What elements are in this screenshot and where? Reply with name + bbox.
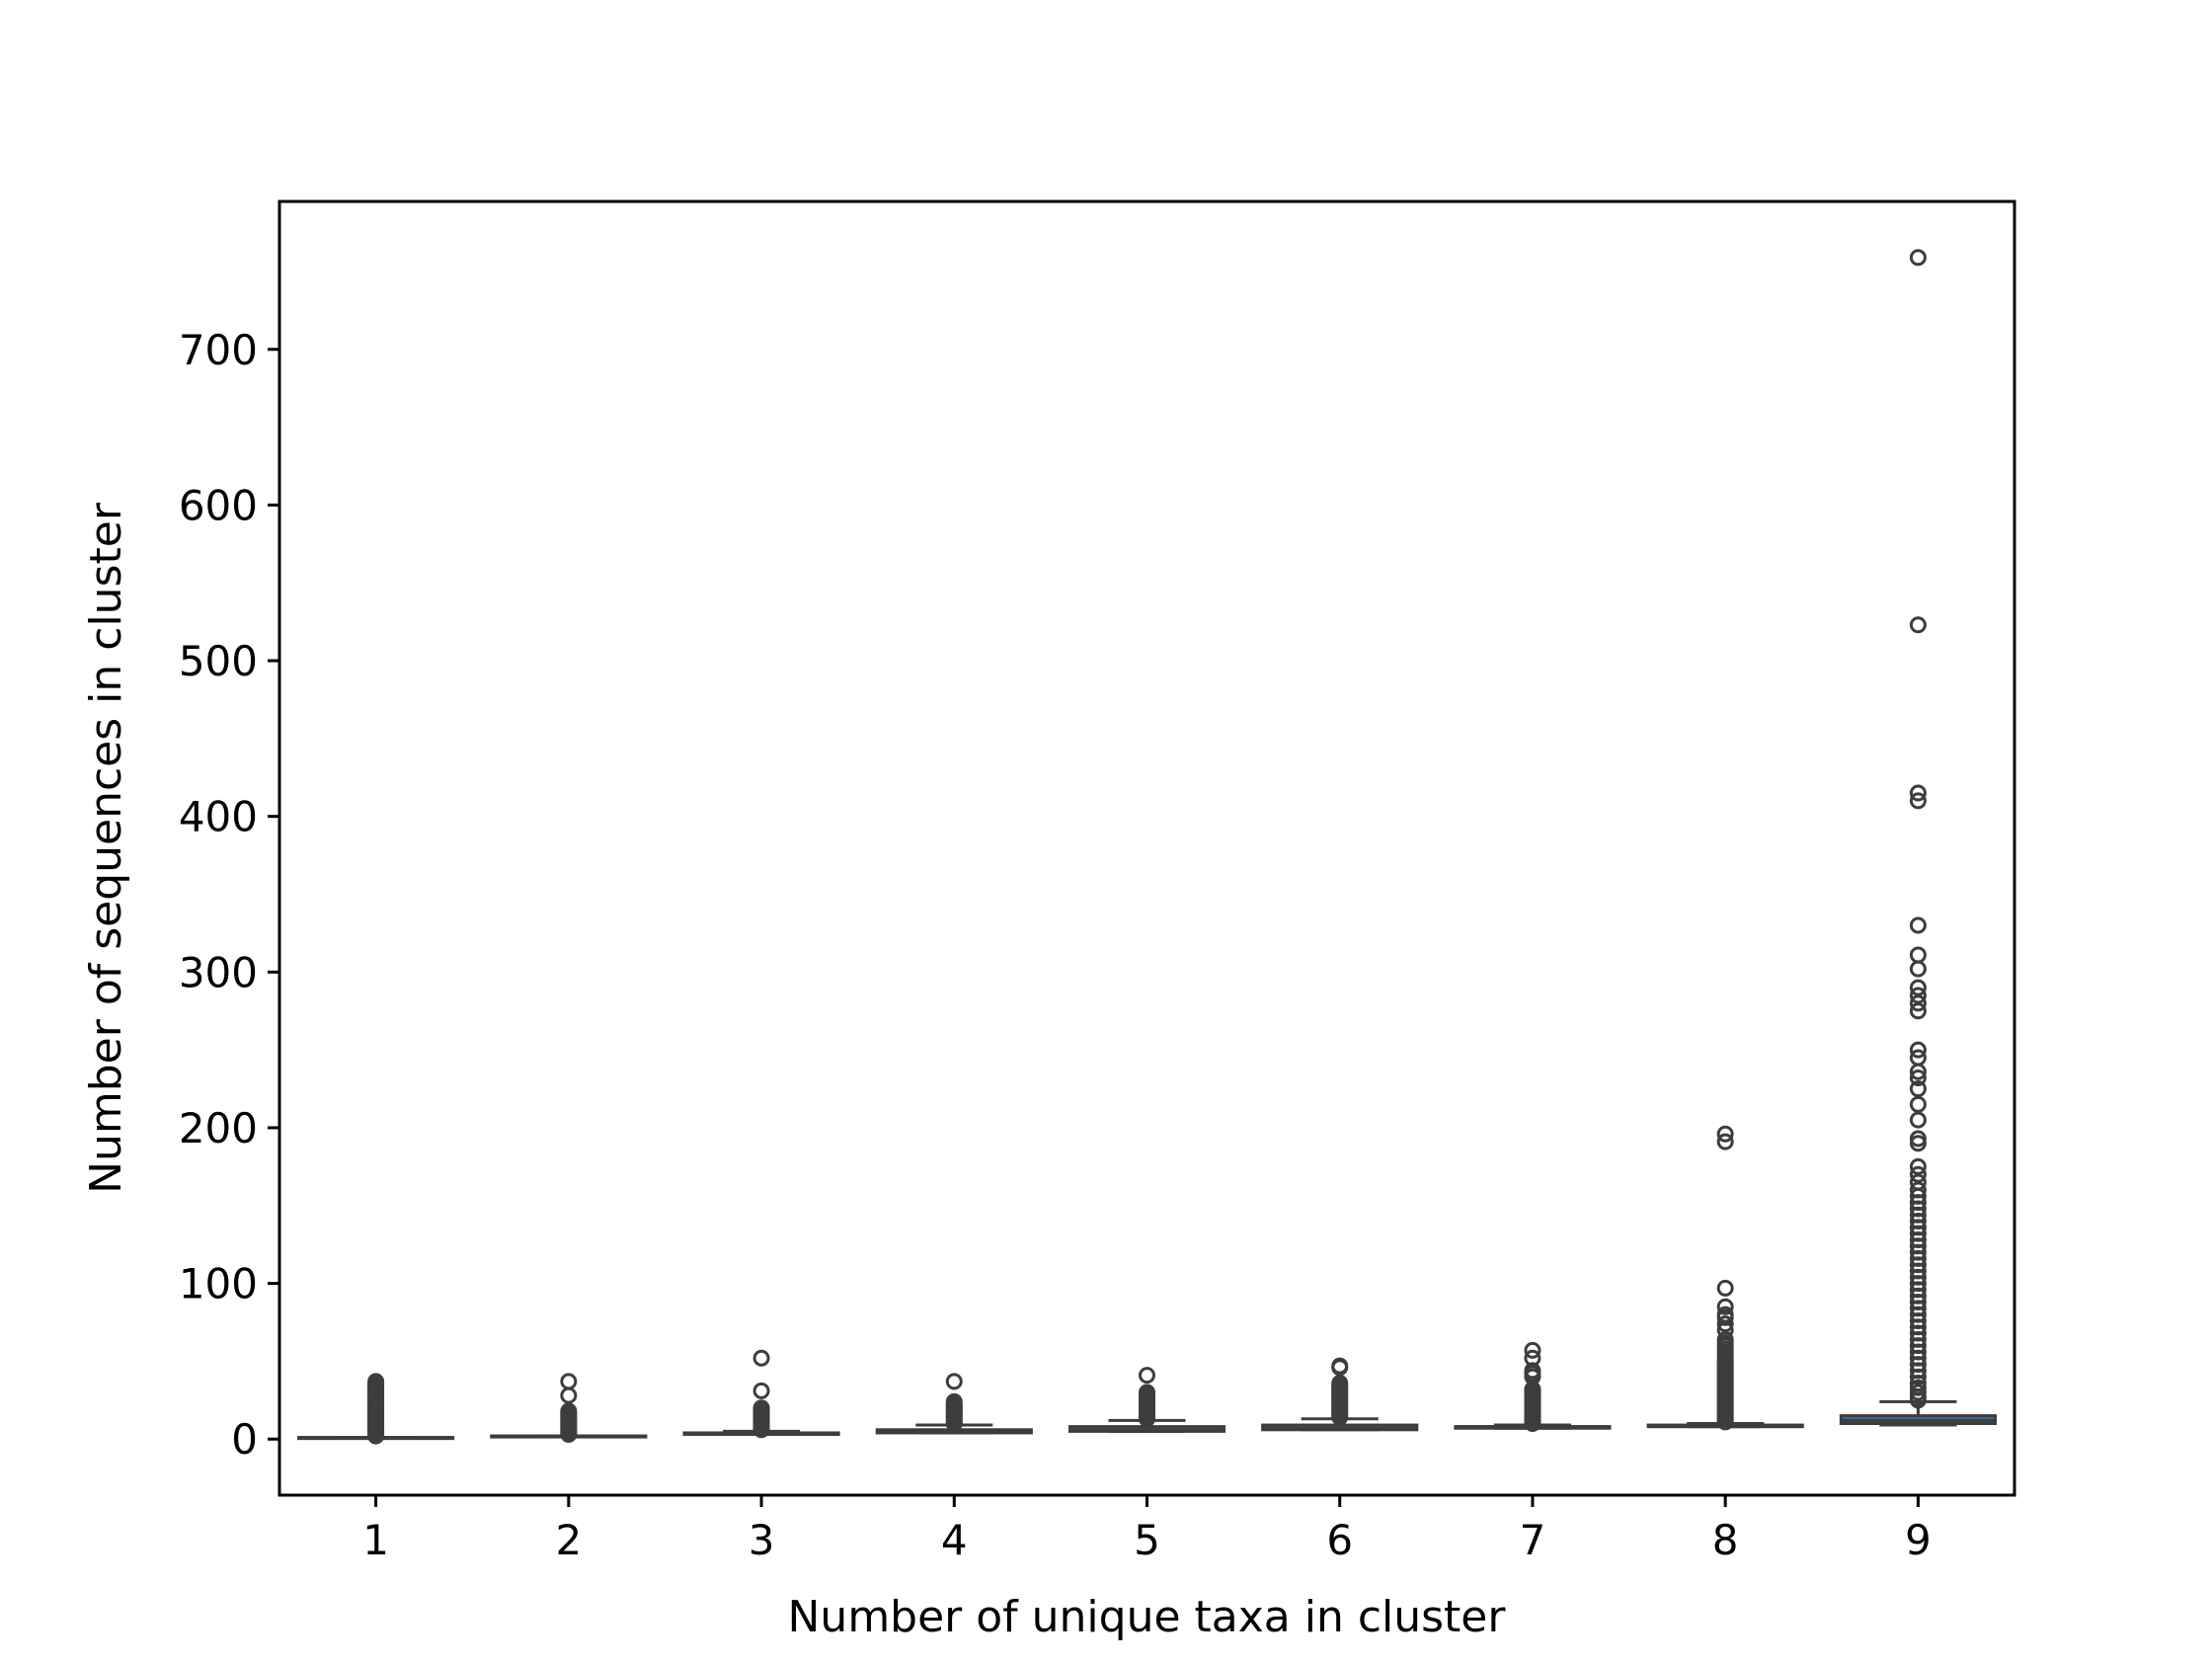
box-group-5	[1067, 1367, 1226, 1433]
outlier-point	[1331, 1374, 1349, 1391]
outlier-point	[1909, 1130, 1927, 1148]
outlier-point	[1716, 1330, 1734, 1348]
y-tick-label: 500	[179, 637, 258, 685]
outlier-point	[1909, 784, 1927, 802]
outlier-point	[560, 1387, 578, 1404]
outlier-point	[752, 1349, 770, 1367]
box-group-4	[875, 1373, 1033, 1435]
x-axis-label: Number of unique taxa in cluster	[788, 1592, 1507, 1642]
x-tick-label: 9	[1905, 1516, 1932, 1564]
outlier-point	[1909, 1080, 1927, 1098]
outlier-point	[1909, 979, 1927, 996]
outlier-point	[1909, 792, 1927, 810]
outlier-point	[367, 1373, 385, 1390]
outlier-point	[1909, 249, 1927, 267]
outlier-point	[1909, 1157, 1927, 1175]
x-tick-label: 8	[1712, 1516, 1739, 1564]
outlier-point	[945, 1373, 963, 1390]
outlier-point	[1909, 1049, 1927, 1067]
box-group-1	[297, 1373, 455, 1445]
outlier-point	[1524, 1349, 1541, 1367]
plot-marks	[297, 249, 1997, 1445]
outlier-point	[1909, 987, 1927, 1004]
y-tick-label: 600	[179, 481, 258, 529]
y-axis: 0 100 200 300 400 500 600 700	[179, 326, 279, 1464]
outlier-point	[1909, 1111, 1927, 1129]
outlier-point	[752, 1382, 770, 1399]
outlier-point	[1909, 1070, 1927, 1087]
outlier-point	[1909, 960, 1927, 978]
outlier-point	[1524, 1341, 1541, 1359]
box-group-7	[1454, 1341, 1612, 1432]
outlier-point	[1716, 1306, 1734, 1323]
y-tick-label: 100	[179, 1260, 258, 1308]
outlier-point	[945, 1392, 963, 1410]
y-tick-label: 700	[179, 326, 258, 374]
y-axis-label: Number of sequences in cluster	[81, 502, 131, 1194]
x-tick-label: 3	[749, 1516, 775, 1564]
x-tick-label: 2	[555, 1516, 582, 1564]
plot-frame	[277, 199, 2016, 1497]
box-group-6	[1261, 1357, 1419, 1432]
outlier-point	[560, 1402, 578, 1420]
outlier-point	[1909, 994, 1927, 1012]
outlier-point	[1909, 1041, 1927, 1059]
outlier-point	[1909, 1095, 1927, 1113]
outlier-point	[1716, 1279, 1734, 1297]
outlier-point	[1909, 946, 1927, 964]
x-tick-label: 4	[941, 1516, 968, 1564]
outlier-point	[1716, 1133, 1734, 1150]
outlier-point	[1331, 1357, 1349, 1375]
outlier-point	[1909, 1002, 1927, 1020]
outlier-point	[1909, 1181, 1927, 1199]
x-axis: 1 2 3 4 5 6 7 8 9	[362, 1495, 1932, 1564]
box-group-8	[1646, 1125, 1804, 1431]
box-group-2	[490, 1373, 648, 1444]
outlier-point	[1139, 1367, 1155, 1385]
box-group-3	[682, 1349, 840, 1439]
outlier-point	[1909, 1165, 1927, 1183]
x-tick-label: 5	[1134, 1516, 1160, 1564]
outlier-point	[1716, 1298, 1734, 1315]
outlier-point	[1909, 616, 1927, 634]
x-tick-label: 7	[1520, 1516, 1546, 1564]
box-group-9	[1839, 249, 1997, 1427]
outlier-point	[1139, 1384, 1155, 1401]
y-tick-label: 200	[179, 1104, 258, 1152]
outlier-point	[1909, 1173, 1927, 1191]
x-tick-label: 6	[1326, 1516, 1353, 1564]
y-tick-label: 400	[179, 793, 258, 841]
x-tick-label: 1	[362, 1516, 389, 1564]
outlier-point	[1716, 1125, 1734, 1143]
outlier-point	[752, 1399, 770, 1417]
outlier-point	[560, 1373, 578, 1390]
outlier-point	[1909, 916, 1927, 934]
outlier-point	[1716, 1315, 1734, 1333]
y-tick-label: 300	[179, 948, 258, 996]
y-tick-label: 0	[231, 1415, 258, 1464]
